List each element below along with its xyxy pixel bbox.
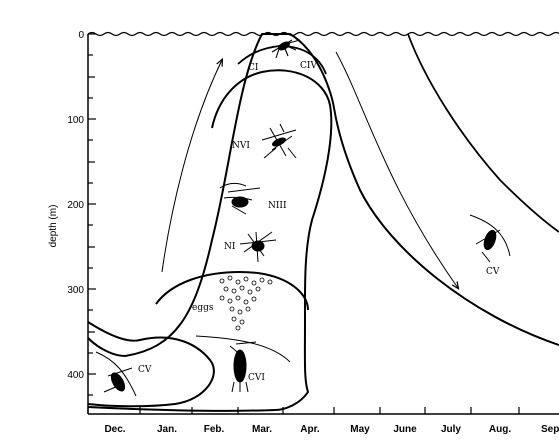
y-axis-title: depth (m) xyxy=(48,205,59,248)
month-july: July xyxy=(441,424,461,435)
y-tick-0: 0 xyxy=(78,30,84,41)
month-feb: Feb. xyxy=(204,424,225,435)
label-nvi: NVI xyxy=(232,141,250,151)
label-ci: CI xyxy=(248,63,259,73)
nauplius-nvi-icon xyxy=(261,123,297,159)
label-ni: NI xyxy=(224,242,236,252)
month-may: May xyxy=(350,424,370,435)
nauplius-ni-icon xyxy=(239,231,277,263)
development-envelope-inner xyxy=(87,69,333,412)
month-dec: Dec. xyxy=(104,424,125,435)
descent-arrow xyxy=(335,51,458,288)
y-tick-100: 100 xyxy=(67,115,84,126)
ascent-arrow xyxy=(161,60,222,273)
copepod-cv-right-icon xyxy=(469,214,511,263)
month-aug: Aug. xyxy=(489,424,511,435)
y-ticks xyxy=(88,33,96,396)
development-envelope-outer xyxy=(87,33,559,358)
x-ticks xyxy=(87,407,520,414)
month-mar: Mar. xyxy=(252,424,272,435)
egg-cluster-icon xyxy=(219,275,273,331)
descent-curve-upper xyxy=(407,33,559,233)
overwintering-region-boundary xyxy=(87,321,215,408)
month-apr: Apr. xyxy=(300,424,320,435)
month-jan: Jan. xyxy=(157,424,177,435)
label-niii: NIII xyxy=(268,201,287,211)
copepod-cv-left-icon xyxy=(95,351,137,397)
egg-chamber-boundary xyxy=(155,270,309,311)
copepod-cvi-icon xyxy=(195,335,291,393)
label-civ: CIV xyxy=(300,61,317,71)
label-cv-right: CV xyxy=(486,267,500,277)
y-tick-400: 400 xyxy=(67,370,84,381)
label-cv-left: CV xyxy=(138,365,152,375)
label-eggs: eggs xyxy=(192,303,214,313)
label-cvi: CVI xyxy=(248,373,265,383)
sea-surface-wave xyxy=(87,31,559,37)
month-sept: Sept xyxy=(541,424,559,435)
nauplius-niii-icon xyxy=(219,182,261,215)
month-june: June xyxy=(393,424,417,435)
y-tick-300: 300 xyxy=(67,285,84,296)
y-tick-200: 200 xyxy=(67,200,84,211)
copepodite-surface-icon xyxy=(269,39,301,59)
